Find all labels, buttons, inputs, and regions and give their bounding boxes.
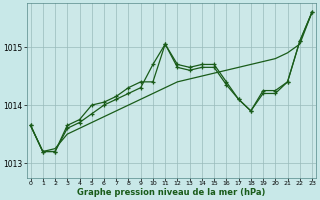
X-axis label: Graphe pression niveau de la mer (hPa): Graphe pression niveau de la mer (hPa) bbox=[77, 188, 266, 197]
